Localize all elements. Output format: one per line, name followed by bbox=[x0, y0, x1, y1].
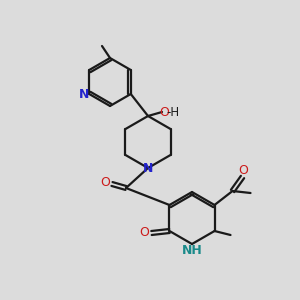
Text: N: N bbox=[79, 88, 89, 100]
Text: O: O bbox=[100, 176, 110, 190]
Text: O: O bbox=[159, 106, 169, 118]
Text: NH: NH bbox=[182, 244, 203, 257]
Text: N: N bbox=[143, 163, 153, 176]
Text: -H: -H bbox=[167, 106, 180, 118]
Text: O: O bbox=[238, 164, 248, 176]
Text: O: O bbox=[140, 226, 149, 239]
